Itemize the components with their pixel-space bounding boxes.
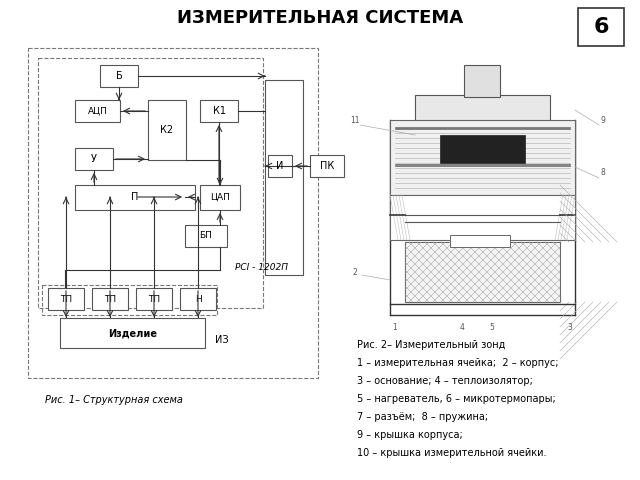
Bar [75, 100, 120, 122]
Text: 10 – крышка измерительной ячейки.: 10 – крышка измерительной ячейки. [357, 448, 547, 458]
Bar [28, 48, 318, 378]
Text: Б: Б [116, 71, 122, 81]
Text: 4: 4 [460, 323, 465, 332]
Bar [185, 225, 227, 247]
Text: 9 – крышка корпуса;: 9 – крышка корпуса; [357, 430, 463, 440]
Bar [464, 65, 500, 97]
Text: 6: 6 [593, 17, 609, 37]
Text: И: И [276, 161, 284, 171]
Bar [390, 120, 575, 195]
Bar [75, 185, 195, 210]
Text: ИЗ: ИЗ [215, 335, 228, 345]
Bar [38, 58, 263, 308]
Bar [200, 185, 240, 210]
Text: 8: 8 [600, 168, 605, 177]
Bar [268, 155, 292, 177]
Bar [440, 135, 525, 163]
Text: ТП: ТП [148, 295, 160, 303]
Text: 1 – измерительная ячейка;  2 – корпус;: 1 – измерительная ячейка; 2 – корпус; [357, 358, 559, 368]
Bar [390, 195, 575, 240]
Text: 1: 1 [392, 323, 397, 332]
Bar [200, 100, 238, 122]
Text: К2: К2 [161, 125, 173, 135]
Text: 3: 3 [568, 323, 572, 332]
Bar [92, 288, 128, 310]
Text: 9: 9 [600, 116, 605, 125]
Text: РСI - 1202П: РСI - 1202П [235, 264, 288, 273]
Text: БП: БП [200, 231, 212, 240]
Bar [148, 100, 186, 160]
Text: ИЗМЕРИТЕЛЬНАЯ СИСТЕМА: ИЗМЕРИТЕЛЬНАЯ СИСТЕМА [177, 9, 463, 27]
Text: Н: Н [195, 295, 202, 303]
Text: 2: 2 [353, 268, 357, 277]
Text: 5: 5 [490, 323, 495, 332]
Text: ПК: ПК [320, 161, 334, 171]
Text: Изделие: Изделие [108, 328, 157, 338]
Text: АЦП: АЦП [88, 107, 108, 116]
Text: У: У [91, 154, 97, 164]
Text: К1: К1 [212, 106, 225, 116]
Bar [48, 288, 84, 310]
Text: Рис. 1– Структурная схема: Рис. 1– Структурная схема [45, 395, 183, 405]
Bar [578, 8, 624, 46]
Bar [450, 235, 510, 247]
Bar [136, 288, 172, 310]
Bar [265, 80, 303, 275]
Text: ТП: ТП [104, 295, 116, 303]
Bar [415, 95, 550, 123]
Text: 5 – нагреватель, 6 – микротермопары;: 5 – нагреватель, 6 – микротермопары; [357, 394, 556, 404]
Text: П: П [131, 192, 139, 203]
Text: ТП: ТП [60, 295, 72, 303]
Bar [60, 318, 205, 348]
Bar [310, 155, 344, 177]
Text: 11: 11 [350, 116, 360, 125]
Bar [180, 288, 216, 310]
Text: Рис. 2– Измерительный зонд: Рис. 2– Измерительный зонд [357, 340, 506, 350]
Text: 3 – основание; 4 – теплоизолятор;: 3 – основание; 4 – теплоизолятор; [357, 376, 533, 386]
Bar [75, 148, 113, 170]
Bar [405, 242, 560, 302]
Bar [42, 285, 217, 315]
Text: ЦАП: ЦАП [210, 193, 230, 202]
Text: 7 – разъём;  8 – пружина;: 7 – разъём; 8 – пружина; [357, 412, 488, 422]
Bar [100, 65, 138, 87]
